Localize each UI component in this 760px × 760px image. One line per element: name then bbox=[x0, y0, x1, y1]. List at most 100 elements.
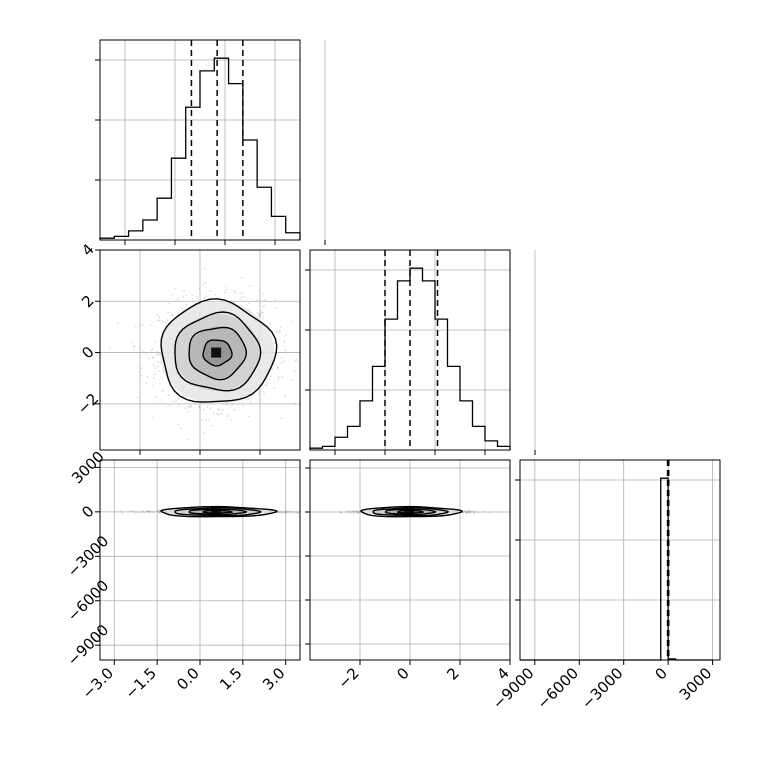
scatter-1-0-point bbox=[217, 408, 219, 410]
scatter-1-0-point bbox=[306, 331, 308, 333]
scatter-2-0-contour-1 bbox=[188, 508, 248, 516]
scatter-1-0-point bbox=[204, 282, 207, 284]
scatter-1-0-point bbox=[236, 403, 239, 406]
scatter-1-0-point bbox=[185, 303, 188, 306]
scatter-2-0-point bbox=[289, 511, 292, 514]
scatter-2-0-point bbox=[130, 510, 133, 512]
hist-0-bin-1 bbox=[114, 236, 128, 240]
scatter-1-0-point bbox=[203, 267, 206, 270]
scatter-1-0-point bbox=[226, 403, 229, 406]
scatter-2-0-xtick-label-0: −3.0 bbox=[79, 664, 117, 702]
scatter-1-0-point bbox=[276, 366, 279, 368]
scatter-1-0-point bbox=[209, 407, 212, 410]
hist-0-bin-10 bbox=[243, 140, 257, 240]
scatter-1-0-point bbox=[280, 417, 283, 420]
scatter-2-0-xtick-label-1: −1.5 bbox=[121, 664, 159, 702]
scatter-1-0-point bbox=[256, 299, 259, 302]
scatter-1-0-point bbox=[277, 367, 280, 370]
scatter-2-0-point bbox=[136, 511, 139, 514]
scatter-2-1-point bbox=[465, 510, 468, 513]
scatter-2-0-point bbox=[283, 510, 286, 513]
hist-1-bin-11 bbox=[448, 366, 461, 450]
scatter-1-0-point bbox=[214, 293, 217, 296]
scatter-1-0-point bbox=[186, 405, 189, 408]
scatter-2-0-point bbox=[121, 511, 124, 514]
scatter-2-0-point bbox=[296, 511, 298, 514]
scatter-1-0-point bbox=[202, 284, 205, 287]
scatter-1-0-point bbox=[164, 321, 167, 324]
scatter-2-1-point bbox=[358, 510, 360, 513]
scatter-2-1-point bbox=[348, 512, 351, 514]
scatter-1-0-point bbox=[150, 324, 153, 327]
scatter-1-0-point bbox=[182, 394, 185, 397]
hist-2-xtick-label-4: 3000 bbox=[676, 664, 716, 704]
scatter-2-1-point bbox=[469, 511, 472, 514]
scatter-1-0-point bbox=[260, 311, 263, 314]
scatter-1-0-point bbox=[161, 389, 164, 392]
scatter-1-0-point bbox=[198, 406, 201, 409]
scatter-1-0-point bbox=[261, 311, 264, 314]
scatter-1-0-point bbox=[259, 313, 262, 316]
scatter-1-0-point bbox=[256, 312, 259, 314]
scatter-2-0-point bbox=[282, 511, 285, 514]
scatter-1-0-point bbox=[199, 408, 202, 411]
scatter-2-0-point bbox=[278, 511, 281, 514]
scatter-1-0-point bbox=[181, 393, 184, 396]
hist-2-frame bbox=[519, 459, 721, 661]
scatter-1-0-point bbox=[278, 331, 281, 334]
scatter-1-0-point bbox=[190, 405, 193, 408]
scatter-2-1-point bbox=[356, 511, 359, 514]
scatter-1-0-point bbox=[248, 302, 250, 305]
scatter-1-0-point bbox=[265, 384, 268, 387]
scatter-1-0-point bbox=[224, 291, 226, 294]
scatter-2-0-point bbox=[285, 511, 288, 514]
scatter-2-1-point bbox=[340, 511, 342, 514]
scatter-1-0-point bbox=[273, 387, 275, 390]
scatter-2-1-point bbox=[483, 510, 486, 513]
hist-1-bin-1 bbox=[323, 446, 336, 450]
scatter-1-0-contour-3 bbox=[160, 298, 278, 403]
scatter-2-0-point bbox=[132, 510, 135, 513]
scatter-1-0-point bbox=[266, 381, 268, 384]
hist-0-bin-5 bbox=[171, 158, 185, 240]
scatter-1-0-point bbox=[135, 396, 138, 399]
scatter-1-0-point bbox=[181, 308, 184, 311]
scatter-2-0-point bbox=[140, 511, 143, 514]
scatter-2-1-point bbox=[352, 510, 355, 512]
hist-1-bin-6 bbox=[385, 319, 398, 450]
scatter-2-1-point bbox=[348, 510, 351, 513]
scatter-2-0-point bbox=[158, 511, 161, 514]
scatter-2-1-point bbox=[468, 511, 471, 513]
scatter-1-0-point bbox=[134, 325, 137, 328]
scatter-1-0-point bbox=[151, 356, 154, 359]
scatter-2-0-point bbox=[278, 511, 280, 514]
scatter-1-0-point bbox=[182, 289, 185, 292]
scatter-1-0-contour-2 bbox=[174, 311, 262, 392]
hist-1-bin-4 bbox=[360, 401, 373, 450]
scatter-2-1-point bbox=[347, 510, 349, 513]
scatter-2-0-xtick-label-2: 0.0 bbox=[173, 664, 203, 694]
scatter-1-0-point bbox=[156, 360, 159, 363]
scatter-1-0-point bbox=[133, 345, 135, 348]
scatter-1-0-point bbox=[283, 341, 286, 344]
scatter-1-0-point bbox=[159, 361, 162, 364]
scatter-1-0-point bbox=[277, 376, 280, 378]
scatter-2-1-point bbox=[466, 511, 469, 514]
scatter-1-0-point bbox=[152, 348, 154, 351]
scatter-2-0-point bbox=[141, 510, 144, 513]
scatter-1-0-point bbox=[172, 400, 175, 403]
scatter-1-0-point bbox=[233, 290, 236, 293]
scatter-1-0-ytick-label-0: −2 bbox=[74, 390, 102, 418]
scatter-2-1-point bbox=[461, 511, 464, 514]
scatter-2-0-contour-2 bbox=[174, 507, 262, 517]
scatter-2-1-point bbox=[357, 511, 359, 514]
scatter-1-0-point bbox=[186, 438, 189, 441]
scatter-1-0-point bbox=[248, 285, 251, 287]
hist-1-bin-2 bbox=[335, 437, 348, 450]
scatter-1-0-point bbox=[154, 373, 156, 376]
scatter-2-1-point bbox=[473, 510, 476, 513]
scatter-1-0-point bbox=[207, 418, 210, 421]
scatter-2-1-xtick-label-1: 0 bbox=[393, 664, 412, 683]
scatter-2-0-point bbox=[146, 510, 148, 513]
scatter-1-0-point bbox=[167, 394, 170, 396]
